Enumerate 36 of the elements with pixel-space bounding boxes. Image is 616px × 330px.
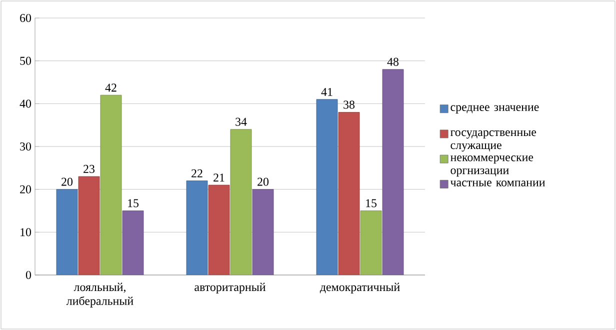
bar — [338, 112, 360, 275]
y-tick-label: 60 — [20, 14, 32, 22]
y-tick-label: 50 — [20, 56, 32, 65]
x-tick-label: авторитарный — [194, 282, 266, 294]
legend-label: среднее значение — [450, 105, 539, 114]
data-label: 21 — [214, 174, 224, 182]
bar — [360, 210, 382, 275]
y-tick-label: 40 — [20, 100, 32, 108]
bar — [56, 189, 78, 275]
data-label: 15 — [128, 199, 139, 208]
bar — [100, 94, 122, 275]
bar — [252, 189, 274, 275]
bar — [230, 129, 252, 275]
data-label: 20 — [62, 178, 73, 186]
bar — [122, 210, 144, 275]
x-tick-label: демократичный — [320, 282, 400, 294]
data-label: 48 — [387, 58, 399, 66]
data-label: 15 — [366, 199, 377, 208]
data-label: 20 — [258, 178, 269, 186]
data-label: 42 — [105, 84, 116, 92]
y-tick-label: 20 — [20, 185, 32, 194]
bar — [78, 176, 100, 275]
y-tick-label: 30 — [20, 142, 32, 151]
legend-label: частные компании — [450, 180, 545, 186]
bar — [208, 184, 230, 275]
data-label: 38 — [344, 100, 355, 109]
y-tick-label: 0 — [26, 270, 32, 280]
y-tick-label: 10 — [20, 228, 32, 236]
bar — [186, 180, 208, 275]
bar — [382, 69, 404, 275]
x-tick-label: лояльный, либеральный — [66, 282, 134, 308]
data-label: 41 — [321, 88, 332, 96]
bar — [316, 99, 338, 275]
data-label: 23 — [84, 164, 95, 173]
data-label: 22 — [192, 169, 202, 178]
data-label: 34 — [236, 118, 247, 126]
